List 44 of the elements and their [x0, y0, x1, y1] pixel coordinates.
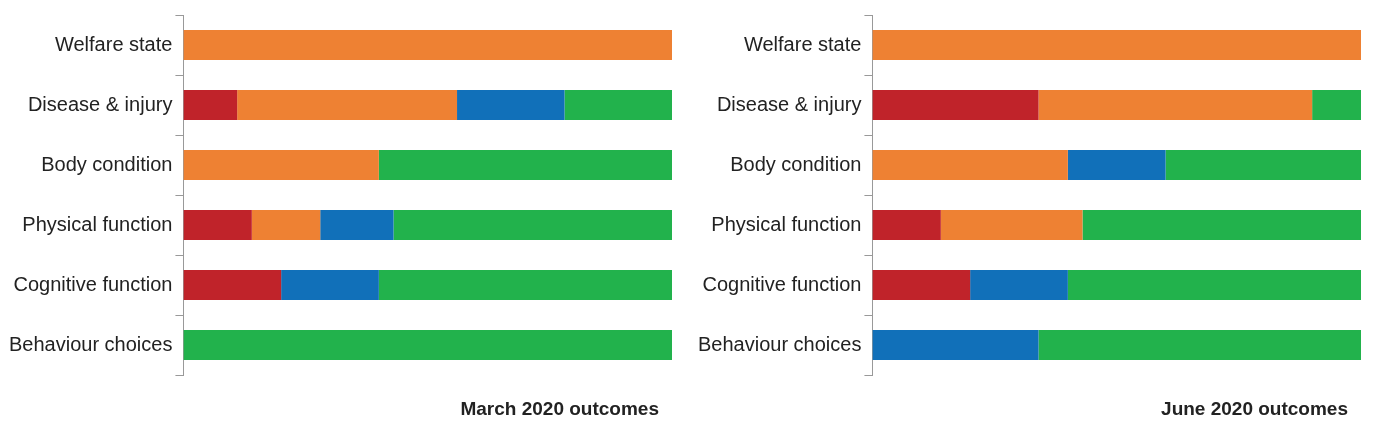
y-tick-label: Cognitive function	[13, 272, 173, 295]
bar	[1312, 90, 1361, 120]
x-axis-title: June 2020 outcomes	[1161, 398, 1348, 420]
bar	[457, 90, 565, 120]
bar	[251, 210, 321, 240]
bar	[872, 330, 1039, 360]
y-tick-label: Body condition	[730, 152, 862, 175]
x-axis-title: March 2020 outcomes	[460, 398, 659, 420]
bar	[872, 210, 941, 240]
bar	[940, 210, 1083, 240]
y-tick-label: Behaviour choices	[697, 332, 862, 355]
bar	[1038, 90, 1313, 120]
bar	[378, 270, 672, 300]
bar	[183, 270, 282, 300]
bar	[872, 270, 971, 300]
y-tick-label: Welfare state	[54, 32, 173, 55]
bar	[183, 30, 672, 60]
bar	[970, 270, 1068, 300]
y-tick-label: Body condition	[41, 152, 173, 175]
bar	[1165, 150, 1361, 180]
bar	[183, 150, 379, 180]
bar	[183, 90, 238, 120]
bar	[564, 90, 672, 120]
y-tick-label: Physical function	[711, 212, 862, 235]
bar	[237, 90, 458, 120]
bar	[1038, 330, 1361, 360]
bar	[183, 210, 252, 240]
bar	[1067, 150, 1166, 180]
y-tick-label: Disease & injury	[716, 92, 862, 115]
bar	[1067, 270, 1361, 300]
bar	[183, 330, 672, 360]
y-tick-label: Cognitive function	[702, 272, 862, 295]
bar	[1082, 210, 1361, 240]
bar	[393, 210, 672, 240]
bar	[872, 30, 1361, 60]
bar	[281, 270, 379, 300]
bar	[872, 150, 1068, 180]
y-tick-label: Physical function	[22, 212, 173, 235]
y-tick-label: Behaviour choices	[8, 332, 173, 355]
bar	[378, 150, 672, 180]
bar	[320, 210, 394, 240]
bar	[872, 90, 1039, 120]
y-tick-label: Disease & injury	[27, 92, 173, 115]
y-tick-label: Welfare state	[743, 32, 862, 55]
